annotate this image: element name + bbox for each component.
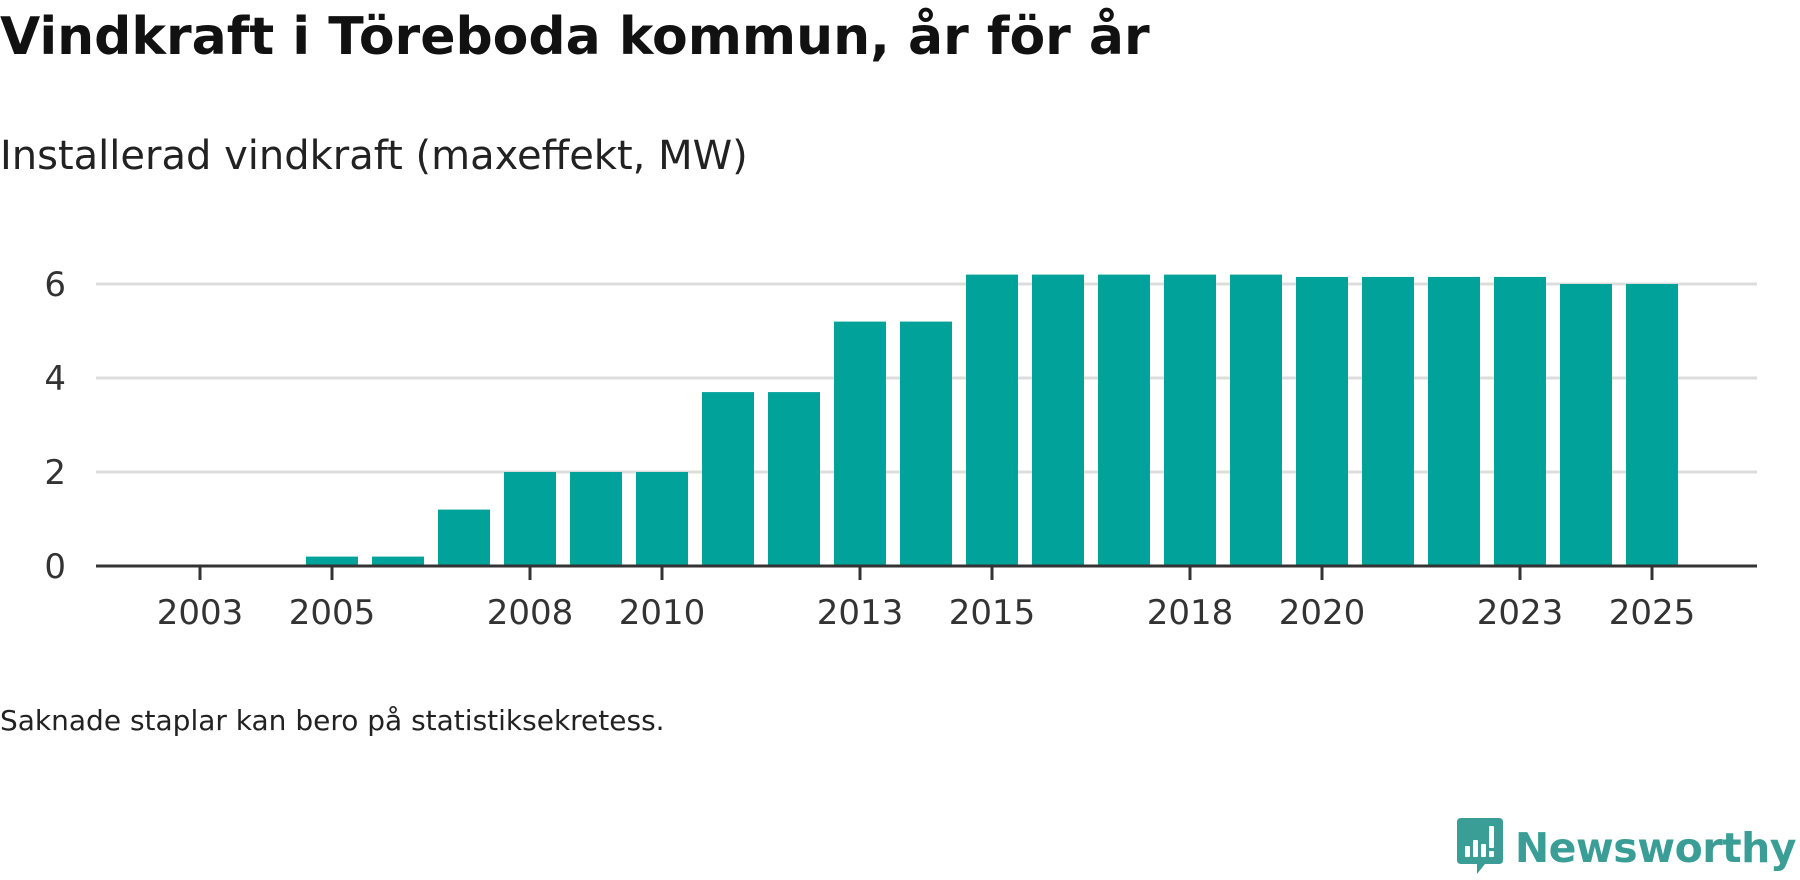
bar-2012: [768, 392, 820, 566]
y-tick-label-2: 2: [44, 453, 66, 493]
bar-2014: [900, 321, 952, 566]
bar-2020: [1296, 276, 1348, 566]
x-axis-ticks: 2003 2005 2008 2010 2013 2015 2018 2020 2023 2025: [157, 566, 1696, 633]
brand-logo: Newsworthy: [1455, 816, 1797, 880]
x-tick-label-2013: 2013: [817, 593, 904, 633]
bar-2010: [636, 472, 688, 566]
x-tick-label-2025: 2025: [1609, 593, 1696, 633]
newsworthy-logo-icon: [1455, 816, 1505, 880]
bar-2017: [1098, 274, 1150, 566]
x-tick-label-2020: 2020: [1279, 593, 1366, 633]
bar-2013: [834, 321, 886, 566]
y-tick-label-6: 6: [44, 265, 66, 305]
bar-2025: [1626, 284, 1678, 566]
bar-2007: [438, 509, 490, 566]
x-tick-label-2018: 2018: [1147, 593, 1234, 633]
chart-title: Vindkraft i Töreboda kommun, år för år: [0, 7, 1150, 67]
x-tick-label-2023: 2023: [1477, 593, 1564, 633]
brand-name: Newsworthy: [1514, 824, 1797, 872]
x-tick-label-2005: 2005: [289, 593, 376, 633]
bar-2021: [1362, 276, 1414, 566]
y-tick-label-0: 0: [44, 547, 66, 587]
x-tick-label-2008: 2008: [487, 593, 574, 633]
footnote: Saknade staplar kan bero på statistiksek…: [0, 704, 665, 737]
bar-2023: [1494, 276, 1546, 566]
y-axis-ticks: 0 2 4 6: [44, 265, 66, 587]
bar-2011: [702, 392, 754, 566]
bar-2009: [570, 472, 622, 566]
bar-2005: [306, 556, 358, 566]
chart-subtitle: Installerad vindkraft (maxeffekt, MW): [0, 133, 748, 179]
bar-2018: [1164, 274, 1216, 566]
bar-2016: [1032, 274, 1084, 566]
bar-2024: [1560, 284, 1612, 566]
x-tick-label-2015: 2015: [949, 593, 1036, 633]
bars: [306, 274, 1678, 566]
bar-2022: [1428, 276, 1480, 566]
x-tick-label-2010: 2010: [619, 593, 706, 633]
x-tick-label-2003: 2003: [157, 593, 244, 633]
bar-2019: [1230, 274, 1282, 566]
y-tick-label-4: 4: [44, 359, 66, 399]
bar-2015: [966, 274, 1018, 566]
bar-2006: [372, 556, 424, 566]
bar-2008: [504, 472, 556, 566]
